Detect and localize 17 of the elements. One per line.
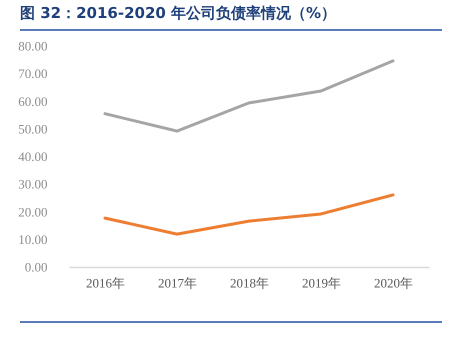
y-tick-label: 80.00 — [18, 38, 48, 54]
chart-title: 图 32：2016-2020 年公司负债率情况（%） — [20, 4, 442, 31]
y-tick-label: 0.00 — [24, 260, 48, 274]
x-tick-label: 2016年 — [86, 276, 125, 290]
y-tick-label: 60.00 — [18, 94, 48, 109]
y-tick-label: 40.00 — [18, 149, 48, 164]
y-tick-label: 50.00 — [18, 121, 48, 136]
y-tick-label: 20.00 — [18, 204, 48, 220]
x-tick-label: 2018年 — [230, 276, 269, 290]
y-tick-label: 30.00 — [18, 176, 48, 192]
x-tick-label: 2020年 — [374, 276, 413, 290]
x-tick-label: 2017年 — [158, 276, 197, 290]
x-tick-label: 2019年 — [302, 276, 341, 290]
y-tick-label: 70.00 — [18, 66, 48, 82]
line-series — [104, 193, 394, 236]
y-tick-label: 10.00 — [18, 232, 48, 247]
line-series — [104, 59, 394, 133]
